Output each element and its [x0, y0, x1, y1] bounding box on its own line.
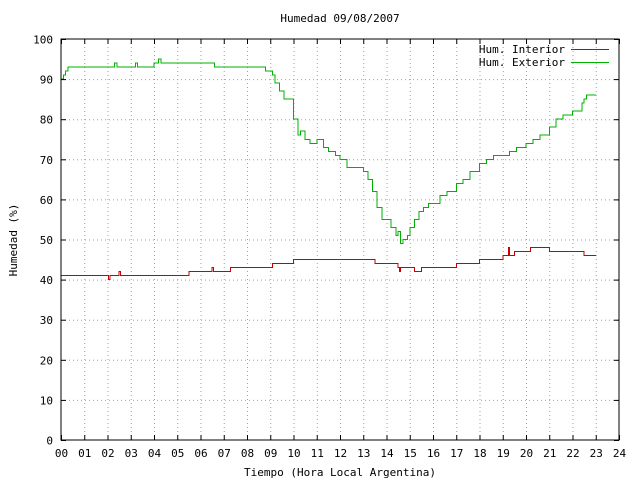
x-tick-label: 18 [473, 447, 486, 460]
x-tick-label: 09 [264, 447, 277, 460]
y-tick-label: 70 [40, 154, 53, 167]
grid [61, 39, 619, 440]
x-axis-label: Tiempo (Hora Local Argentina) [244, 466, 436, 479]
x-tick-label: 14 [380, 447, 394, 460]
y-tick-label: 20 [40, 354, 53, 367]
x-tick-label: 20 [520, 447, 533, 460]
x-tick-label: 15 [404, 447, 417, 460]
y-axis-label: Humedad (%) [7, 204, 20, 277]
y-tick-label: 60 [40, 194, 53, 207]
y-tick-label: 90 [40, 74, 53, 87]
x-tick-label: 22 [566, 447, 579, 460]
x-tick-label: 08 [241, 447, 254, 460]
x-tick-label: 17 [450, 447, 463, 460]
legend-label-hum-interior: Hum. Interior [479, 43, 565, 56]
y-tick-label: 10 [40, 394, 53, 407]
x-tick-label: 16 [427, 447, 440, 460]
series-layer [61, 58, 596, 281]
x-tick-label: 01 [78, 447, 91, 460]
x-tick-label: 10 [287, 447, 300, 460]
x-tick-label: 12 [334, 447, 347, 460]
y-tick-label: 50 [40, 234, 53, 247]
series-line-hum-interior [61, 247, 596, 281]
x-tick-label: 06 [194, 447, 207, 460]
x-tick-label: 00 [55, 447, 68, 460]
x-tick-label: 05 [171, 447, 184, 460]
y-tick-label: 80 [40, 114, 53, 127]
y-tick-label: 40 [40, 274, 53, 287]
x-tick-labels: 00 01 02 03 04 05 06 07 08 09 10 11 12 13 14 15 16 17 18 19… [55, 447, 627, 460]
y-tick-label: 100 [33, 34, 53, 47]
x-tick-label: 02 [101, 447, 114, 460]
x-tick-label: 19 [497, 447, 510, 460]
x-tick-label: 23 [590, 447, 603, 460]
x-tick-label: 07 [218, 447, 231, 460]
ticks [61, 39, 620, 441]
x-tick-label: 24 [613, 447, 627, 460]
y-tick-labels: 0 10 20 30 40 50 60 70 80 90 100 [33, 34, 53, 448]
y-tick-label: 30 [40, 314, 53, 327]
x-tick-label: 13 [357, 447, 370, 460]
chart-title: Humedad 09/08/2007 [280, 12, 399, 25]
legend-label-hum-exterior: Hum. Exterior [479, 56, 565, 69]
x-tick-label: 11 [311, 447, 324, 460]
x-tick-label: 04 [148, 447, 162, 460]
x-tick-label: 21 [543, 447, 556, 460]
series-line-hum-exterior [61, 58, 596, 244]
x-tick-label: 03 [125, 447, 138, 460]
y-tick-label: 0 [46, 435, 53, 448]
